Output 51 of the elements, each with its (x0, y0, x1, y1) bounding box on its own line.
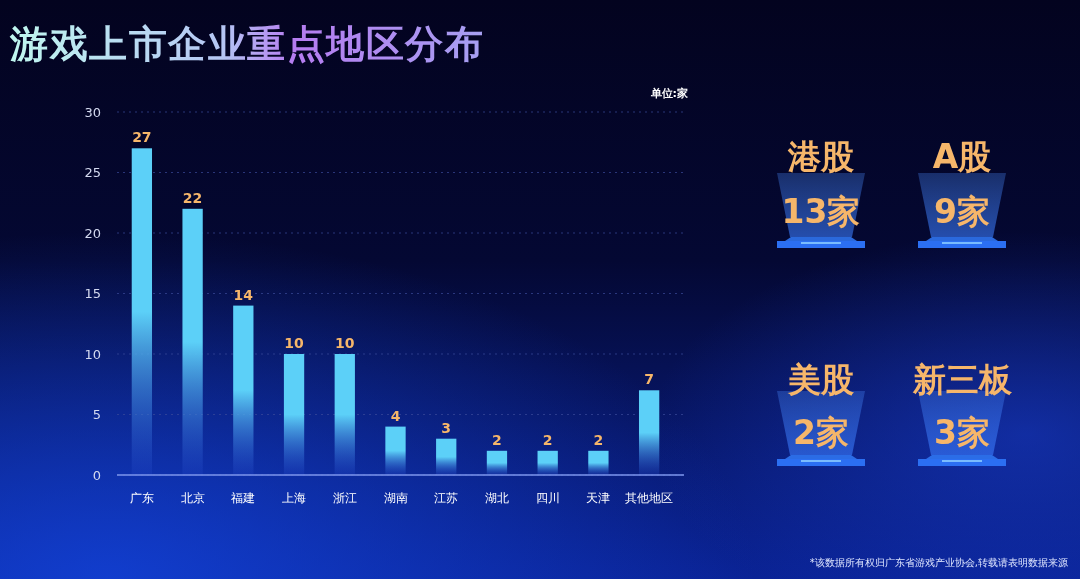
bar (182, 208, 203, 475)
x-tick-label: 北京 (180, 491, 205, 505)
data-label: 10 (284, 335, 305, 351)
x-tick-label: 其他地区 (625, 491, 674, 505)
y-tick-label: 15 (84, 286, 101, 302)
x-tick-label: 浙江 (332, 491, 357, 505)
data-label: 4 (390, 407, 401, 424)
text: *该数据所有权归广东省游戏产业协会,转载请表明数据来源 (809, 557, 1068, 568)
y-tick-label: 30 (84, 104, 101, 120)
data-label: 2 (542, 431, 553, 448)
bar (486, 450, 508, 475)
bar (638, 390, 660, 475)
bar (334, 354, 355, 475)
text: A股 (932, 137, 993, 176)
text: 单位:家 (649, 87, 688, 100)
y-tick-label: 0 (92, 467, 101, 483)
y-tick-label: 10 (84, 346, 101, 362)
bar (436, 438, 457, 475)
text: 港股 (787, 137, 855, 176)
data-label: 2 (492, 431, 502, 448)
bar (131, 148, 153, 475)
bar (588, 450, 609, 475)
bar (233, 305, 254, 475)
data-label: 7 (644, 371, 654, 388)
bar (283, 354, 305, 475)
data-label: 2 (593, 431, 604, 448)
x-tick-label: 广东 (129, 491, 154, 505)
data-label: 3 (441, 419, 452, 436)
data-label: 22 (182, 189, 203, 206)
x-tick-label: 江苏 (434, 491, 459, 505)
x-tick-label: 四川 (535, 491, 560, 505)
y-tick-label: 20 (84, 225, 101, 241)
x-tick-label: 天津 (586, 491, 611, 505)
x-tick-label: 湖北 (484, 491, 509, 505)
bar (537, 450, 558, 475)
text: 3家 (934, 413, 990, 452)
y-tick-label: 5 (92, 407, 101, 423)
text: 13家 (781, 192, 861, 231)
data-label: 10 (335, 335, 355, 351)
x-tick-label: 上海 (282, 491, 307, 505)
bar (385, 426, 406, 475)
text: 9家 (934, 192, 990, 231)
data-label: 14 (233, 286, 254, 303)
x-tick-label: 福建 (231, 491, 256, 505)
chart-title: 游戏上市企业重点地区分布 (9, 22, 484, 66)
data-label: 27 (132, 129, 152, 146)
x-tick-label: 湖南 (383, 491, 408, 505)
text: 美股 (787, 360, 855, 399)
text: 2家 (793, 413, 849, 452)
text: 新三板 (911, 360, 1013, 399)
y-tick-label: 25 (84, 165, 101, 181)
